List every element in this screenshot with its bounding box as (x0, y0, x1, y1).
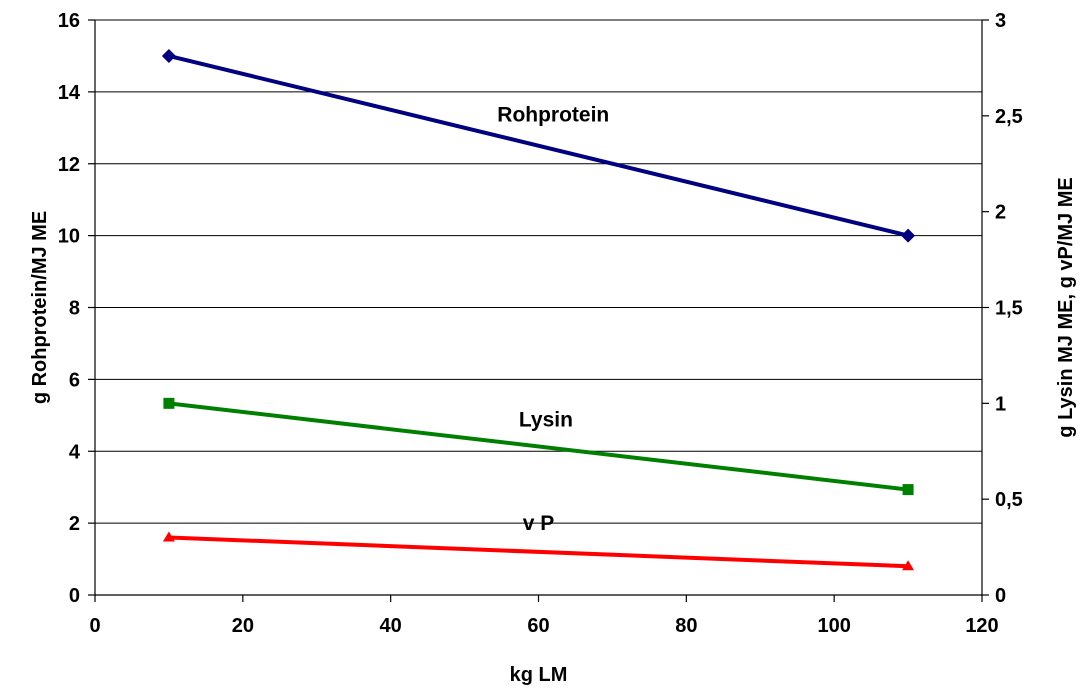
series-group (161, 48, 916, 571)
gridlines (95, 19, 982, 524)
y-right-tick-label: 0,5 (995, 489, 1023, 511)
y-left-tick-label: 12 (58, 154, 80, 176)
x-tick-label: 0 (89, 615, 100, 637)
series-line-rohprotein (168, 53, 909, 238)
y-left-tick-label: 16 (58, 10, 80, 32)
x-tick-label: 120 (965, 615, 998, 637)
y-left-tick-label: 8 (69, 298, 80, 320)
data-point-rohprotein (901, 228, 916, 243)
y-right-tick-label: 2 (995, 202, 1006, 224)
x-tick-label: 40 (380, 615, 402, 637)
data-point-v-p (902, 560, 915, 571)
x-tick-label: 20 (232, 615, 254, 637)
y-left-tick-label: 2 (69, 513, 80, 535)
data-point-rohprotein (161, 48, 176, 63)
series-label-v-p: v P (523, 512, 555, 535)
x-tick-label: 80 (675, 615, 697, 637)
y-right-tick-label: 3 (995, 10, 1006, 32)
y-axis-left-title: g Rohprotein/MJ ME (29, 211, 51, 404)
y-axis-right-title: g Lysin MJ ME, g vP/MJ ME (1055, 177, 1077, 437)
y-right-tick-label: 0 (995, 585, 1006, 607)
y-left-tick-label: 6 (69, 369, 80, 391)
series-label-lysin: Lysin (519, 408, 573, 431)
data-point-lysin (163, 397, 175, 409)
series-line-lysin (168, 401, 909, 492)
data-point-v-p (162, 531, 175, 542)
data-point-lysin (902, 484, 914, 496)
y-left-tick-label: 10 (58, 226, 80, 248)
y-left-tick-label: 14 (58, 82, 81, 104)
y-right-tick-label: 2,5 (995, 106, 1023, 128)
series-label-rohprotein: Rohprotein (497, 103, 609, 126)
series-line-v-p (168, 535, 909, 569)
tick-labels: 0 2 4 6 8 10 12 14 16 0 0,5 1 1,5 2 2,5 3 0 20 40 60 80 100 12… (58, 10, 1023, 637)
x-tick-label: 100 (817, 615, 850, 637)
x-axis-title: kg LM (510, 664, 568, 686)
y-left-tick-label: 4 (69, 441, 81, 463)
y-right-tick-label: 1 (995, 393, 1006, 415)
y-right-tick-label: 1,5 (995, 298, 1023, 320)
y-left-tick-label: 0 (69, 585, 80, 607)
series-labels: Rohprotein Lysin v P (497, 103, 609, 535)
x-tick-label: 60 (527, 615, 549, 637)
